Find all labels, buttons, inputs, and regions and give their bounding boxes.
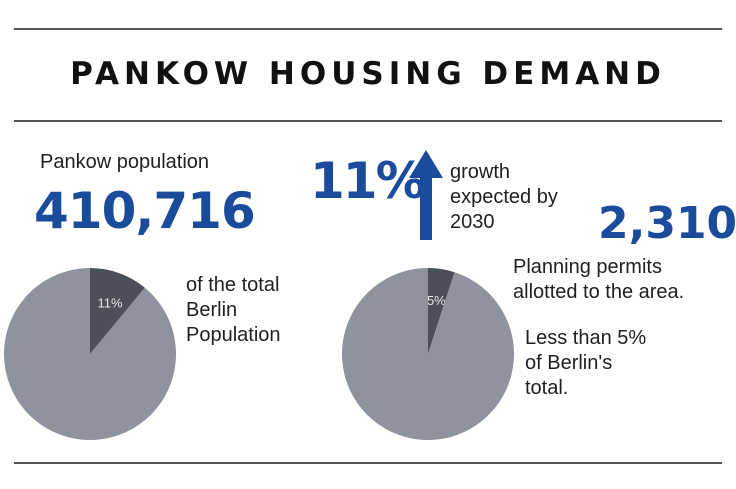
pie-slice-label: 11%	[98, 295, 123, 310]
population-value: 410,716	[34, 182, 256, 240]
population-label: Pankow population	[40, 151, 210, 173]
permits-note-line-1: Less than 5%	[525, 327, 647, 349]
growth-caption-line-1: growth	[450, 161, 511, 183]
growth-caption-line-2: expected by	[450, 186, 558, 208]
population-share-pie: 11%	[3, 268, 176, 440]
permits-note-line-3: total.	[525, 377, 569, 399]
arrow-up-icon	[409, 150, 443, 240]
population-caption-line-1: of the total	[186, 274, 280, 296]
pie-slice	[428, 268, 455, 354]
header-divider	[14, 120, 722, 122]
permits-note: Less than 5% of Berlin's total.	[525, 326, 646, 401]
pie-slice	[3, 268, 176, 440]
top-divider	[14, 28, 722, 30]
pie-slice	[90, 268, 145, 354]
permits-share-pie: 5%	[341, 268, 514, 440]
permits-caption-line-2: allotted to the area.	[513, 281, 685, 303]
permits-note-line-2: of Berlin's	[525, 352, 613, 374]
population-caption: of the total Berlin Population	[186, 273, 281, 348]
pie-slice-label: 5%	[427, 293, 446, 308]
growth-value: 11%	[310, 152, 426, 210]
permits-caption-line-1: Planning permits	[513, 256, 662, 278]
pie-slice	[341, 268, 514, 440]
growth-caption: growth expected by 2030	[450, 160, 558, 235]
permits-value: 2,310	[598, 198, 736, 249]
population-caption-line-3: Population	[186, 324, 281, 346]
page-title: PANKOW HOUSING DEMAND	[70, 56, 666, 92]
permits-caption: Planning permits allotted to the area.	[513, 255, 684, 305]
bottom-divider	[14, 462, 722, 464]
growth-caption-line-3: 2030	[450, 211, 495, 233]
population-caption-line-2: Berlin	[186, 299, 238, 321]
